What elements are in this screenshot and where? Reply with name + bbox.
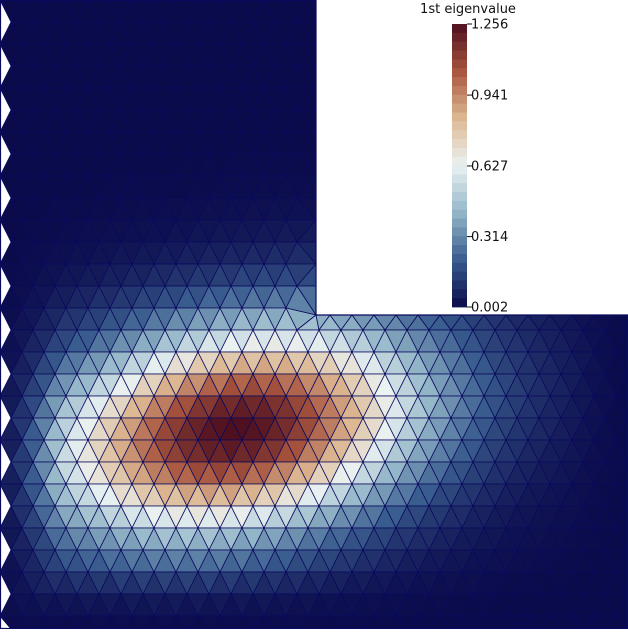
colorbar-band: [452, 218, 467, 228]
colorbar-band: [452, 280, 467, 290]
colorbar-band: [452, 94, 467, 104]
colorbar-band: [452, 24, 467, 34]
colorbar-band: [452, 32, 467, 43]
colorbar-band: [452, 85, 467, 96]
colorbar-band: [452, 262, 467, 273]
colorbar-band: [452, 103, 467, 113]
colorbar-band: [452, 227, 467, 237]
colorbar-band: [452, 271, 467, 281]
colorbar-gradient: [452, 24, 467, 308]
colorbar-band: [452, 156, 467, 166]
colorbar-band: [452, 200, 467, 211]
colorbar-tick-label: 0.002: [471, 301, 508, 316]
colorbar-band: [452, 192, 467, 202]
colorbar-band: [452, 77, 467, 87]
colorbar-band: [452, 138, 467, 149]
colorbar-band: [452, 165, 467, 175]
colorbar-tick-label: 1.256: [471, 18, 508, 33]
colorbar-band: [452, 50, 467, 60]
colorbar-band: [452, 245, 467, 255]
colorbar-band: [452, 147, 467, 158]
colorbar-tick-label: 0.627: [471, 159, 508, 174]
colorbar-band: [452, 68, 467, 78]
colorbar-band: [452, 253, 467, 264]
colorbar-title: 1st eigenvalue: [420, 2, 516, 17]
colorbar-band: [452, 236, 467, 246]
colorbar-band: [452, 121, 467, 131]
colorbar-band: [452, 174, 467, 184]
colorbar-band: [452, 59, 467, 69]
colorbar-band: [452, 41, 467, 51]
colorbar-band: [452, 289, 467, 299]
colorbar-tick-label: 0.314: [471, 230, 508, 245]
colorbar-band: [452, 112, 467, 122]
colorbar-band: [452, 298, 467, 308]
colorbar-band: [452, 130, 467, 140]
colorbar-ticks: 1.256 0.941 0.627 0.314 0.002: [467, 18, 508, 316]
colorbar-band: [452, 209, 467, 219]
color-legend: 1st eigenvalue 1.256 0.941 0.627 0.314 0.002: [420, 2, 516, 316]
colorbar-tick-label: 0.941: [471, 89, 508, 104]
colorbar-band: [452, 183, 467, 193]
